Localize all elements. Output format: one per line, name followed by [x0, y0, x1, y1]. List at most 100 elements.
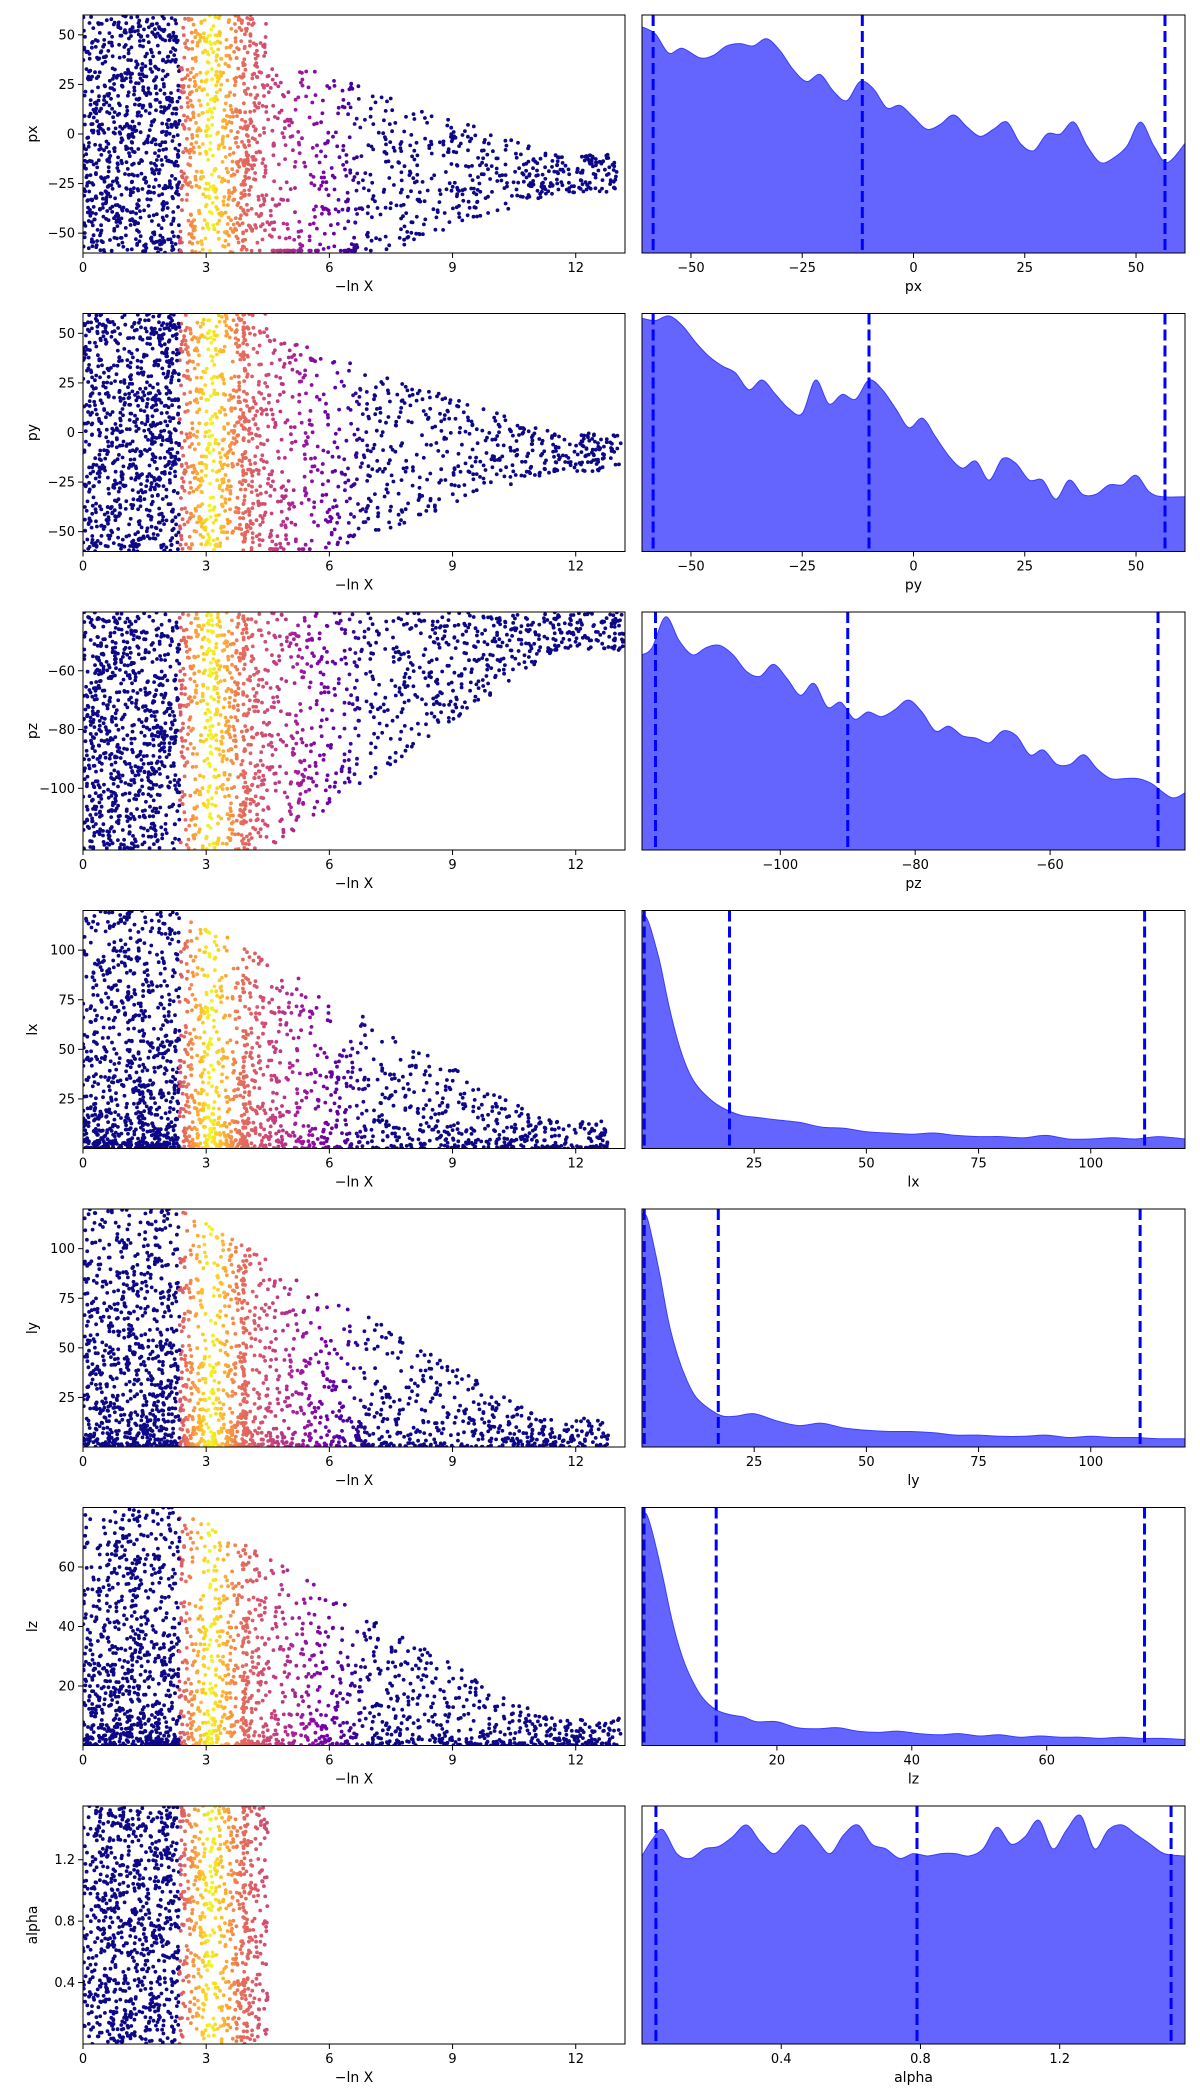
- sample-point: [272, 179, 276, 184]
- sample-point: [428, 395, 432, 400]
- sample-point: [255, 93, 260, 98]
- sample-point: [215, 222, 220, 226]
- sample-point: [189, 486, 193, 490]
- sample-point: [223, 238, 228, 243]
- sample-point: [420, 697, 424, 702]
- sample-point: [341, 144, 346, 148]
- sample-point: [600, 465, 605, 470]
- sample-point: [181, 33, 186, 38]
- sample-point: [410, 154, 414, 159]
- sample-point: [167, 478, 172, 482]
- sample-point: [248, 526, 253, 530]
- sample-point: [94, 245, 99, 250]
- sample-point: [421, 409, 426, 413]
- sample-point: [128, 442, 133, 446]
- sample-point: [161, 204, 166, 208]
- sample-point: [451, 206, 455, 211]
- sample-point: [99, 146, 103, 151]
- sample-point: [152, 435, 157, 440]
- sample-point: [579, 178, 584, 183]
- sample-point: [439, 467, 444, 472]
- sample-point: [281, 221, 286, 226]
- sample-point: [118, 33, 123, 38]
- sample-point: [206, 398, 211, 402]
- sample-point: [239, 762, 244, 767]
- sample-point: [103, 456, 108, 461]
- sample-point: [612, 185, 617, 190]
- sample-point: [190, 442, 194, 446]
- sample-point: [429, 443, 433, 447]
- sample-point: [262, 396, 266, 401]
- sample-point: [112, 363, 116, 368]
- sample-point: [342, 780, 347, 785]
- sample-point: [404, 458, 409, 463]
- sample-point: [112, 146, 117, 150]
- sample-point: [244, 228, 249, 233]
- sample-point: [199, 396, 204, 401]
- sample-point: [131, 814, 136, 819]
- sample-point: [239, 213, 243, 218]
- sample-point: [93, 507, 98, 512]
- sample-point: [471, 489, 476, 494]
- sample-point: [358, 620, 362, 624]
- sample-point: [123, 507, 128, 511]
- sample-point: [286, 479, 291, 483]
- sample-point: [214, 348, 218, 352]
- sample-point: [210, 115, 215, 120]
- sample-point: [113, 478, 117, 483]
- sample-point: [555, 155, 560, 160]
- sample-point: [222, 530, 226, 535]
- sample-point: [142, 74, 147, 79]
- sample-point: [154, 91, 159, 96]
- sample-point: [197, 85, 202, 90]
- sample-point: [397, 236, 402, 240]
- sample-point: [600, 178, 605, 183]
- sample-point: [150, 70, 155, 74]
- sample-point: [153, 177, 158, 182]
- sample-point: [206, 181, 211, 186]
- sample-point: [234, 135, 239, 140]
- sample-point: [158, 327, 162, 332]
- sample-point: [157, 171, 161, 176]
- sample-point: [148, 190, 153, 195]
- sample-point: [606, 172, 611, 176]
- sample-point: [406, 698, 411, 703]
- sample-point: [401, 466, 406, 471]
- sample-point: [309, 181, 314, 186]
- sample-point: [227, 53, 232, 58]
- sample-point: [593, 175, 598, 180]
- sample-point: [375, 469, 380, 473]
- sample-point: [206, 532, 210, 537]
- sample-point: [344, 174, 349, 178]
- sample-point: [539, 453, 543, 458]
- sample-point: [188, 117, 193, 122]
- sample-point: [90, 198, 94, 203]
- sample-point: [388, 525, 393, 530]
- sample-point: [426, 417, 430, 421]
- sample-point: [193, 30, 198, 34]
- sample-point: [217, 451, 222, 455]
- sample-point: [453, 416, 458, 421]
- sample-point: [297, 399, 302, 404]
- sample-point: [162, 326, 167, 331]
- sample-point: [270, 539, 275, 544]
- sample-point: [609, 446, 613, 450]
- sample-point: [165, 423, 170, 428]
- sample-point: [312, 183, 317, 188]
- y-tick-label: 0: [67, 128, 75, 143]
- sample-point: [449, 125, 454, 130]
- sample-point: [152, 397, 157, 402]
- sample-point: [303, 368, 308, 373]
- sample-point: [247, 192, 252, 197]
- sample-point: [269, 533, 273, 538]
- sample-point: [172, 106, 177, 111]
- sample-point: [235, 313, 239, 317]
- sample-point: [121, 464, 126, 469]
- sample-point: [84, 175, 89, 180]
- sample-point: [457, 144, 461, 149]
- sample-point: [234, 526, 238, 530]
- sample-point: [130, 389, 135, 394]
- sample-point: [561, 453, 565, 458]
- sample-point: [146, 374, 151, 379]
- sample-point: [218, 544, 222, 548]
